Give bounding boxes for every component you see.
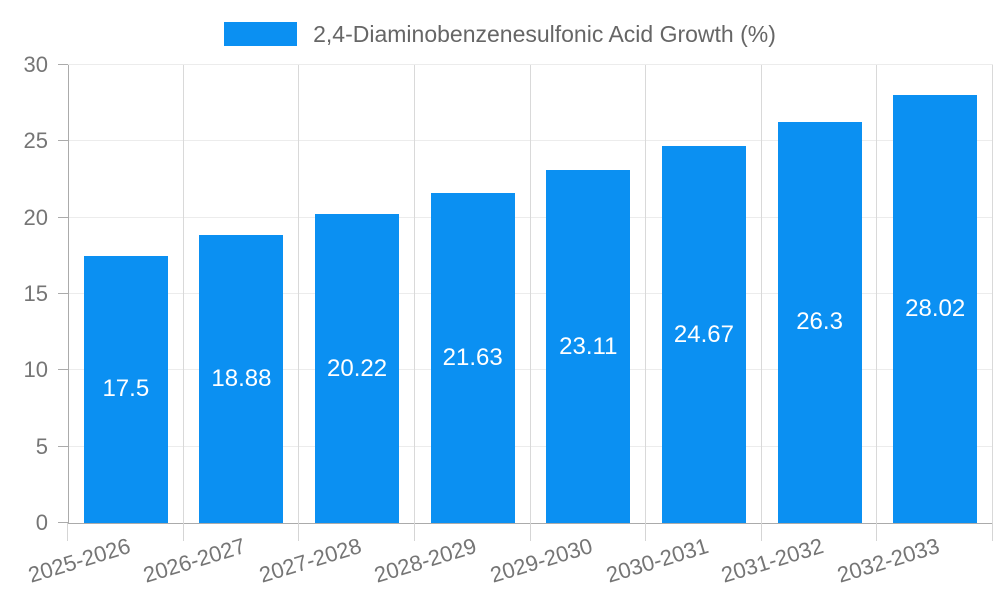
plot-area: 17.5 18.88 20.22 21.63 23.11 24.67 26.3 28.02 bbox=[58, 64, 993, 541]
y-axis-tick-label: 5 bbox=[35, 433, 48, 459]
gridline-horizontal bbox=[68, 216, 993, 218]
bar[interactable]: 20.22 bbox=[315, 214, 400, 523]
gridline-vertical bbox=[298, 65, 300, 523]
y-axis-tick-label: 10 bbox=[23, 357, 48, 383]
x-axis-category-label: 2030-2031 bbox=[603, 533, 711, 588]
x-axis: 2025-2026 2026-2027 2027-2028 2028-2029 2029… bbox=[25, 533, 993, 600]
gridline-horizontal bbox=[68, 293, 993, 294]
gridline-vertical bbox=[760, 65, 762, 523]
bar-value-label: 28.02 bbox=[905, 295, 966, 323]
x-axis-category-label: 2027-2028 bbox=[256, 533, 365, 588]
y-tick-mark bbox=[58, 369, 68, 371]
bar[interactable]: 17.5 bbox=[83, 255, 168, 523]
bar[interactable]: 18.88 bbox=[199, 234, 284, 523]
x-axis-line bbox=[68, 523, 993, 524]
y-tick-mark bbox=[58, 445, 68, 447]
gridline-horizontal bbox=[68, 445, 993, 447]
x-axis-category-label: 2025-2026 bbox=[24, 533, 133, 588]
x-tick-mark bbox=[182, 523, 184, 541]
x-tick-mark bbox=[760, 523, 762, 541]
gridline-vertical bbox=[992, 65, 993, 523]
y-tick-mark bbox=[58, 522, 68, 523]
bar[interactable]: 24.67 bbox=[661, 146, 746, 523]
gridline-horizontal bbox=[68, 369, 993, 371]
x-axis-category-label: 2031-2032 bbox=[718, 533, 827, 588]
legend-label: 2,4-Diaminobenzenesulfonic Acid Growth (… bbox=[313, 20, 776, 47]
x-tick-mark bbox=[992, 523, 993, 541]
y-tick-mark bbox=[58, 64, 68, 65]
y-axis: 0 5 10 15 20 25 30 bbox=[0, 54, 58, 534]
x-axis-category-label: 2026-2027 bbox=[140, 533, 249, 588]
bar-value-label: 23.11 bbox=[559, 332, 618, 360]
x-tick-mark bbox=[298, 523, 300, 541]
bar[interactable]: 26.3 bbox=[777, 121, 862, 523]
gridline-vertical bbox=[413, 65, 415, 523]
x-tick-mark bbox=[413, 523, 415, 541]
y-tick-mark bbox=[58, 293, 68, 294]
x-tick-mark bbox=[645, 523, 647, 541]
y-tick-mark bbox=[58, 216, 68, 218]
gridline-vertical bbox=[182, 65, 184, 523]
legend-swatch bbox=[224, 22, 298, 46]
x-axis-category-label: 2032-2033 bbox=[834, 533, 943, 588]
y-axis-tick-label: 15 bbox=[23, 281, 48, 306]
bar-value-label: 17.5 bbox=[102, 375, 150, 403]
x-axis-category-label: 2029-2030 bbox=[487, 533, 596, 588]
bar[interactable]: 28.02 bbox=[893, 95, 978, 523]
gridline-vertical bbox=[529, 65, 531, 523]
bar-value-label: 20.22 bbox=[327, 354, 388, 382]
legend-item[interactable]: 2,4-Diaminobenzenesulfonic Acid Growth (… bbox=[0, 22, 1000, 46]
x-tick-mark bbox=[67, 523, 68, 541]
bar[interactable]: 21.63 bbox=[430, 192, 515, 523]
y-axis-tick-label: 25 bbox=[23, 128, 48, 154]
gridline-horizontal bbox=[68, 64, 993, 65]
x-axis-category-label: 2028-2029 bbox=[371, 533, 480, 588]
bar-value-label: 24.67 bbox=[673, 320, 734, 348]
x-tick-mark bbox=[529, 523, 531, 541]
bar-value-label: 18.88 bbox=[211, 364, 272, 392]
x-tick-mark bbox=[876, 523, 878, 541]
y-axis-tick-label: 0 bbox=[35, 510, 48, 535]
y-axis-tick-label: 30 bbox=[23, 52, 48, 77]
y-tick-mark bbox=[58, 140, 68, 142]
gridline-vertical bbox=[645, 65, 647, 523]
bar[interactable]: 23.11 bbox=[546, 170, 631, 523]
y-axis-tick-label: 20 bbox=[23, 204, 48, 230]
bar-value-label: 26.3 bbox=[796, 308, 843, 336]
gridline-vertical bbox=[876, 65, 878, 523]
gridline-horizontal bbox=[68, 140, 993, 142]
bar-value-label: 21.63 bbox=[442, 343, 503, 371]
y-axis-line bbox=[68, 65, 69, 523]
